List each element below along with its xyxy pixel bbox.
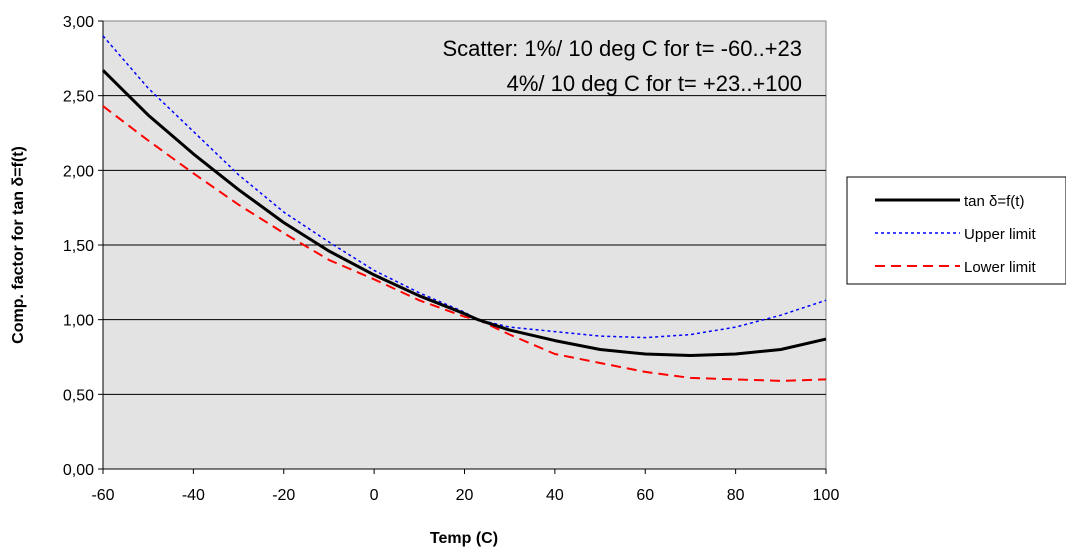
series-lines (101, 35, 827, 382)
x-tick-label: -40 (182, 487, 205, 504)
legend-label-1: tan δ=f(t) (964, 193, 1024, 210)
annotation-line-1: Scatter: 1%/ 10 deg C for t= -60..+23 (442, 36, 802, 61)
axes (98, 20, 827, 474)
grid-lines (103, 95, 826, 395)
x-tick-labels: -60 -40 -20 0 20 40 60 80 100 (91, 487, 839, 504)
y-tick-label: 2,50 (63, 89, 94, 106)
x-tick-label: 100 (813, 487, 840, 504)
x-axis-title: Temp (C) (430, 530, 498, 547)
y-axis-title: Comp. factor for tan δ=f(t) (10, 146, 27, 344)
y-tick-label: 2,00 (63, 163, 94, 180)
x-tick-label: 20 (456, 487, 474, 504)
x-tick-label: 0 (370, 487, 379, 504)
x-tick-label: 60 (636, 487, 654, 504)
y-tick-labels: 0,00 0,50 1,00 1,50 2,00 2,50 3,00 (63, 14, 94, 479)
x-tick-label: -20 (272, 487, 295, 504)
legend: tan δ=f(t) Upper limit Lower limit (846, 176, 1066, 285)
y-tick-label: 3,00 (63, 14, 94, 31)
series-line-3 (102, 105, 827, 382)
y-tick-label: 0,00 (63, 462, 94, 479)
x-tick-label: 40 (546, 487, 564, 504)
series-line-2 (102, 35, 827, 339)
y-tick-label: 1,50 (63, 238, 94, 255)
x-tick-label: 80 (727, 487, 745, 504)
legend-label-3: Lower limit (964, 259, 1037, 276)
series-line-1 (101, 69, 827, 357)
x-tick-label: -60 (91, 487, 114, 504)
legend-label-2: Upper limit (964, 226, 1037, 243)
y-tick-label: 0,50 (63, 387, 94, 404)
annotation-line-2: 4%/ 10 deg C for t= +23..+100 (507, 71, 802, 96)
y-tick-label: 1,00 (63, 313, 94, 330)
